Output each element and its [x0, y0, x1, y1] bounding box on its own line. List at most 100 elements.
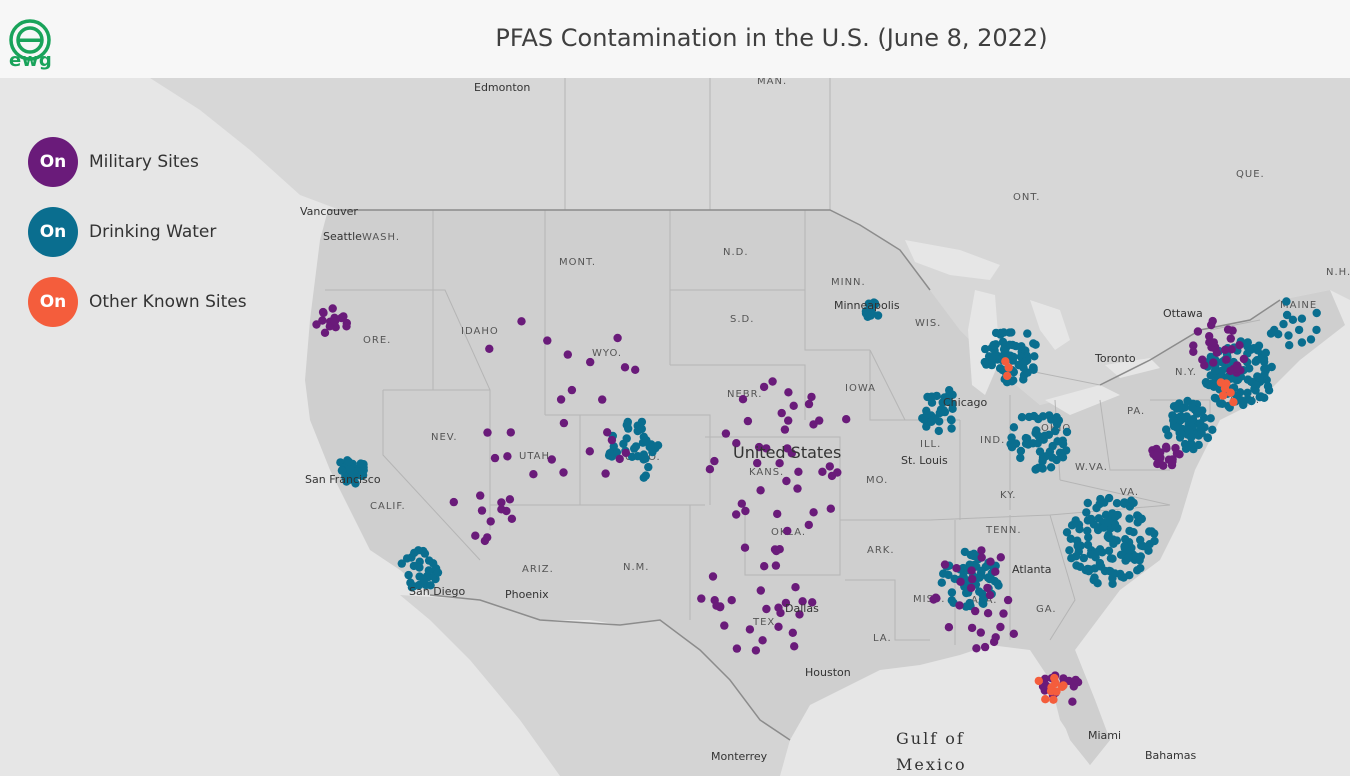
military-site-marker[interactable] — [759, 382, 769, 392]
military-site-marker[interactable] — [710, 456, 719, 466]
military-site-marker[interactable] — [1226, 334, 1236, 343]
drinking-water-marker[interactable] — [407, 583, 417, 592]
drinking-water-marker[interactable] — [623, 417, 632, 427]
military-toggle-button[interactable]: On — [28, 137, 78, 187]
military-site-marker[interactable] — [1009, 629, 1018, 638]
drinking-water-marker[interactable] — [1084, 533, 1093, 542]
drinking-water-marker[interactable] — [1095, 558, 1105, 568]
drinking-water-marker[interactable] — [1260, 357, 1269, 366]
drinking-water-marker[interactable] — [1106, 567, 1115, 576]
drinking-water-marker[interactable] — [631, 442, 641, 451]
drinking-water-marker[interactable] — [1172, 423, 1181, 432]
drinking-water-marker[interactable] — [1024, 412, 1034, 422]
drinking-water-marker[interactable] — [404, 570, 413, 580]
military-site-marker[interactable] — [788, 628, 797, 637]
military-site-marker[interactable] — [784, 416, 793, 425]
military-site-marker[interactable] — [1222, 355, 1231, 364]
military-site-marker[interactable] — [621, 448, 631, 458]
military-site-marker[interactable] — [753, 458, 762, 468]
drinking-water-marker[interactable] — [1103, 517, 1113, 527]
military-site-marker[interactable] — [968, 574, 977, 584]
drinking-water-marker[interactable] — [940, 407, 950, 417]
military-site-marker[interactable] — [1232, 364, 1242, 373]
military-site-marker[interactable] — [506, 428, 515, 437]
drinking-water-marker[interactable] — [993, 579, 1002, 588]
drinking-water-marker[interactable] — [981, 344, 990, 354]
drinking-water-marker[interactable] — [1137, 514, 1147, 523]
drinking-water-marker[interactable] — [1034, 431, 1043, 441]
drinking-water-marker[interactable] — [1030, 352, 1039, 361]
drinking-water-marker[interactable] — [357, 470, 366, 479]
drinking-water-marker[interactable] — [1263, 382, 1273, 391]
drinking-water-marker[interactable] — [1150, 536, 1159, 546]
military-site-marker[interactable] — [1003, 595, 1013, 605]
military-site-marker[interactable] — [756, 586, 765, 595]
military-site-marker[interactable] — [929, 595, 938, 604]
drinking-water-marker[interactable] — [619, 439, 628, 449]
drinking-water-marker[interactable] — [639, 455, 648, 464]
military-site-marker[interactable] — [497, 498, 506, 507]
drinking-water-marker[interactable] — [1104, 533, 1114, 543]
drinking-water-marker[interactable] — [1237, 396, 1246, 405]
military-site-marker[interactable] — [517, 317, 526, 326]
drinking-water-marker[interactable] — [1038, 412, 1048, 421]
drinking-water-marker[interactable] — [1121, 535, 1130, 544]
drinking-water-marker[interactable] — [1090, 564, 1100, 573]
drinking-water-marker[interactable] — [433, 568, 443, 577]
military-site-marker[interactable] — [745, 625, 755, 634]
military-site-marker[interactable] — [486, 517, 495, 526]
military-site-marker[interactable] — [807, 392, 816, 402]
military-site-marker[interactable] — [976, 628, 985, 637]
drinking-water-marker[interactable] — [1135, 556, 1144, 565]
drinking-water-marker[interactable] — [1284, 331, 1293, 340]
military-site-marker[interactable] — [507, 514, 517, 523]
drinking-water-marker[interactable] — [1209, 382, 1219, 391]
drinking-water-marker[interactable] — [1104, 546, 1114, 555]
military-site-marker[interactable] — [758, 636, 767, 645]
drinking-water-marker[interactable] — [1282, 310, 1292, 320]
drinking-water-marker[interactable] — [1005, 328, 1014, 337]
military-site-marker[interactable] — [1223, 325, 1233, 334]
drinking-water-marker[interactable] — [424, 566, 433, 575]
military-site-marker[interactable] — [980, 642, 990, 652]
military-site-marker[interactable] — [793, 484, 802, 493]
military-site-marker[interactable] — [732, 439, 741, 448]
other-site-marker[interactable] — [1041, 695, 1050, 704]
military-site-marker[interactable] — [772, 546, 781, 556]
drinking-water-marker[interactable] — [337, 466, 347, 475]
military-site-marker[interactable] — [791, 583, 800, 592]
drinking-water-marker[interactable] — [1021, 439, 1031, 448]
drinking-water-marker[interactable] — [870, 299, 880, 308]
military-site-marker[interactable] — [615, 454, 624, 464]
drinking-water-marker[interactable] — [1079, 553, 1089, 563]
military-site-marker[interactable] — [342, 322, 351, 331]
military-site-marker[interactable] — [1064, 676, 1074, 686]
military-site-marker[interactable] — [567, 385, 577, 395]
other-site-marker[interactable] — [1003, 371, 1012, 381]
military-site-marker[interactable] — [1239, 354, 1249, 364]
military-site-marker[interactable] — [631, 365, 640, 374]
drinking-water-marker[interactable] — [927, 398, 937, 407]
drinking-water-marker[interactable] — [1267, 362, 1276, 372]
military-site-marker[interactable] — [603, 428, 612, 437]
military-site-marker[interactable] — [477, 506, 487, 515]
drinking-water-marker[interactable] — [1206, 414, 1215, 423]
military-site-marker[interactable] — [601, 469, 610, 478]
drinking-water-marker[interactable] — [1247, 396, 1256, 406]
military-site-marker[interactable] — [1189, 341, 1198, 350]
military-site-marker[interactable] — [480, 536, 490, 546]
drinking-water-marker[interactable] — [1297, 314, 1307, 323]
drinking-water-marker[interactable] — [1083, 498, 1093, 508]
drinking-water-marker[interactable] — [1183, 396, 1192, 406]
drinking-water-marker[interactable] — [1162, 425, 1171, 434]
drinking-water-marker[interactable] — [934, 426, 943, 436]
military-site-marker[interactable] — [1226, 366, 1235, 376]
military-site-marker[interactable] — [708, 572, 718, 581]
drinking-water-marker[interactable] — [1110, 520, 1120, 529]
military-site-marker[interactable] — [983, 583, 992, 593]
drinking-water-marker[interactable] — [1177, 404, 1187, 413]
military-site-marker[interactable] — [1209, 358, 1218, 367]
other-site-marker[interactable] — [1046, 686, 1056, 696]
drinking-water-marker[interactable] — [1112, 499, 1122, 508]
drinking-water-marker[interactable] — [1065, 546, 1074, 555]
